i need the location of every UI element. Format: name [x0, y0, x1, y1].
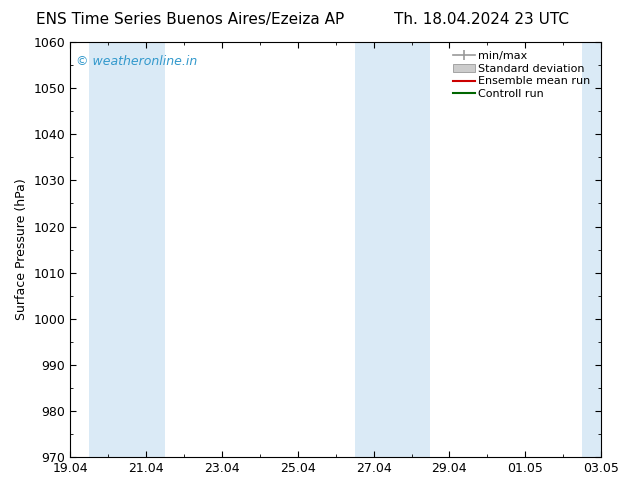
- Legend: min/max, Standard deviation, Ensemble mean run, Controll run: min/max, Standard deviation, Ensemble me…: [450, 48, 595, 102]
- Text: © weatheronline.in: © weatheronline.in: [75, 54, 197, 68]
- Bar: [582, 42, 601, 457]
- Bar: [89, 42, 165, 457]
- Y-axis label: Surface Pressure (hPa): Surface Pressure (hPa): [15, 179, 28, 320]
- Text: ENS Time Series Buenos Aires/Ezeiza AP: ENS Time Series Buenos Aires/Ezeiza AP: [36, 12, 344, 27]
- Text: Th. 18.04.2024 23 UTC: Th. 18.04.2024 23 UTC: [394, 12, 569, 27]
- Bar: [354, 42, 430, 457]
